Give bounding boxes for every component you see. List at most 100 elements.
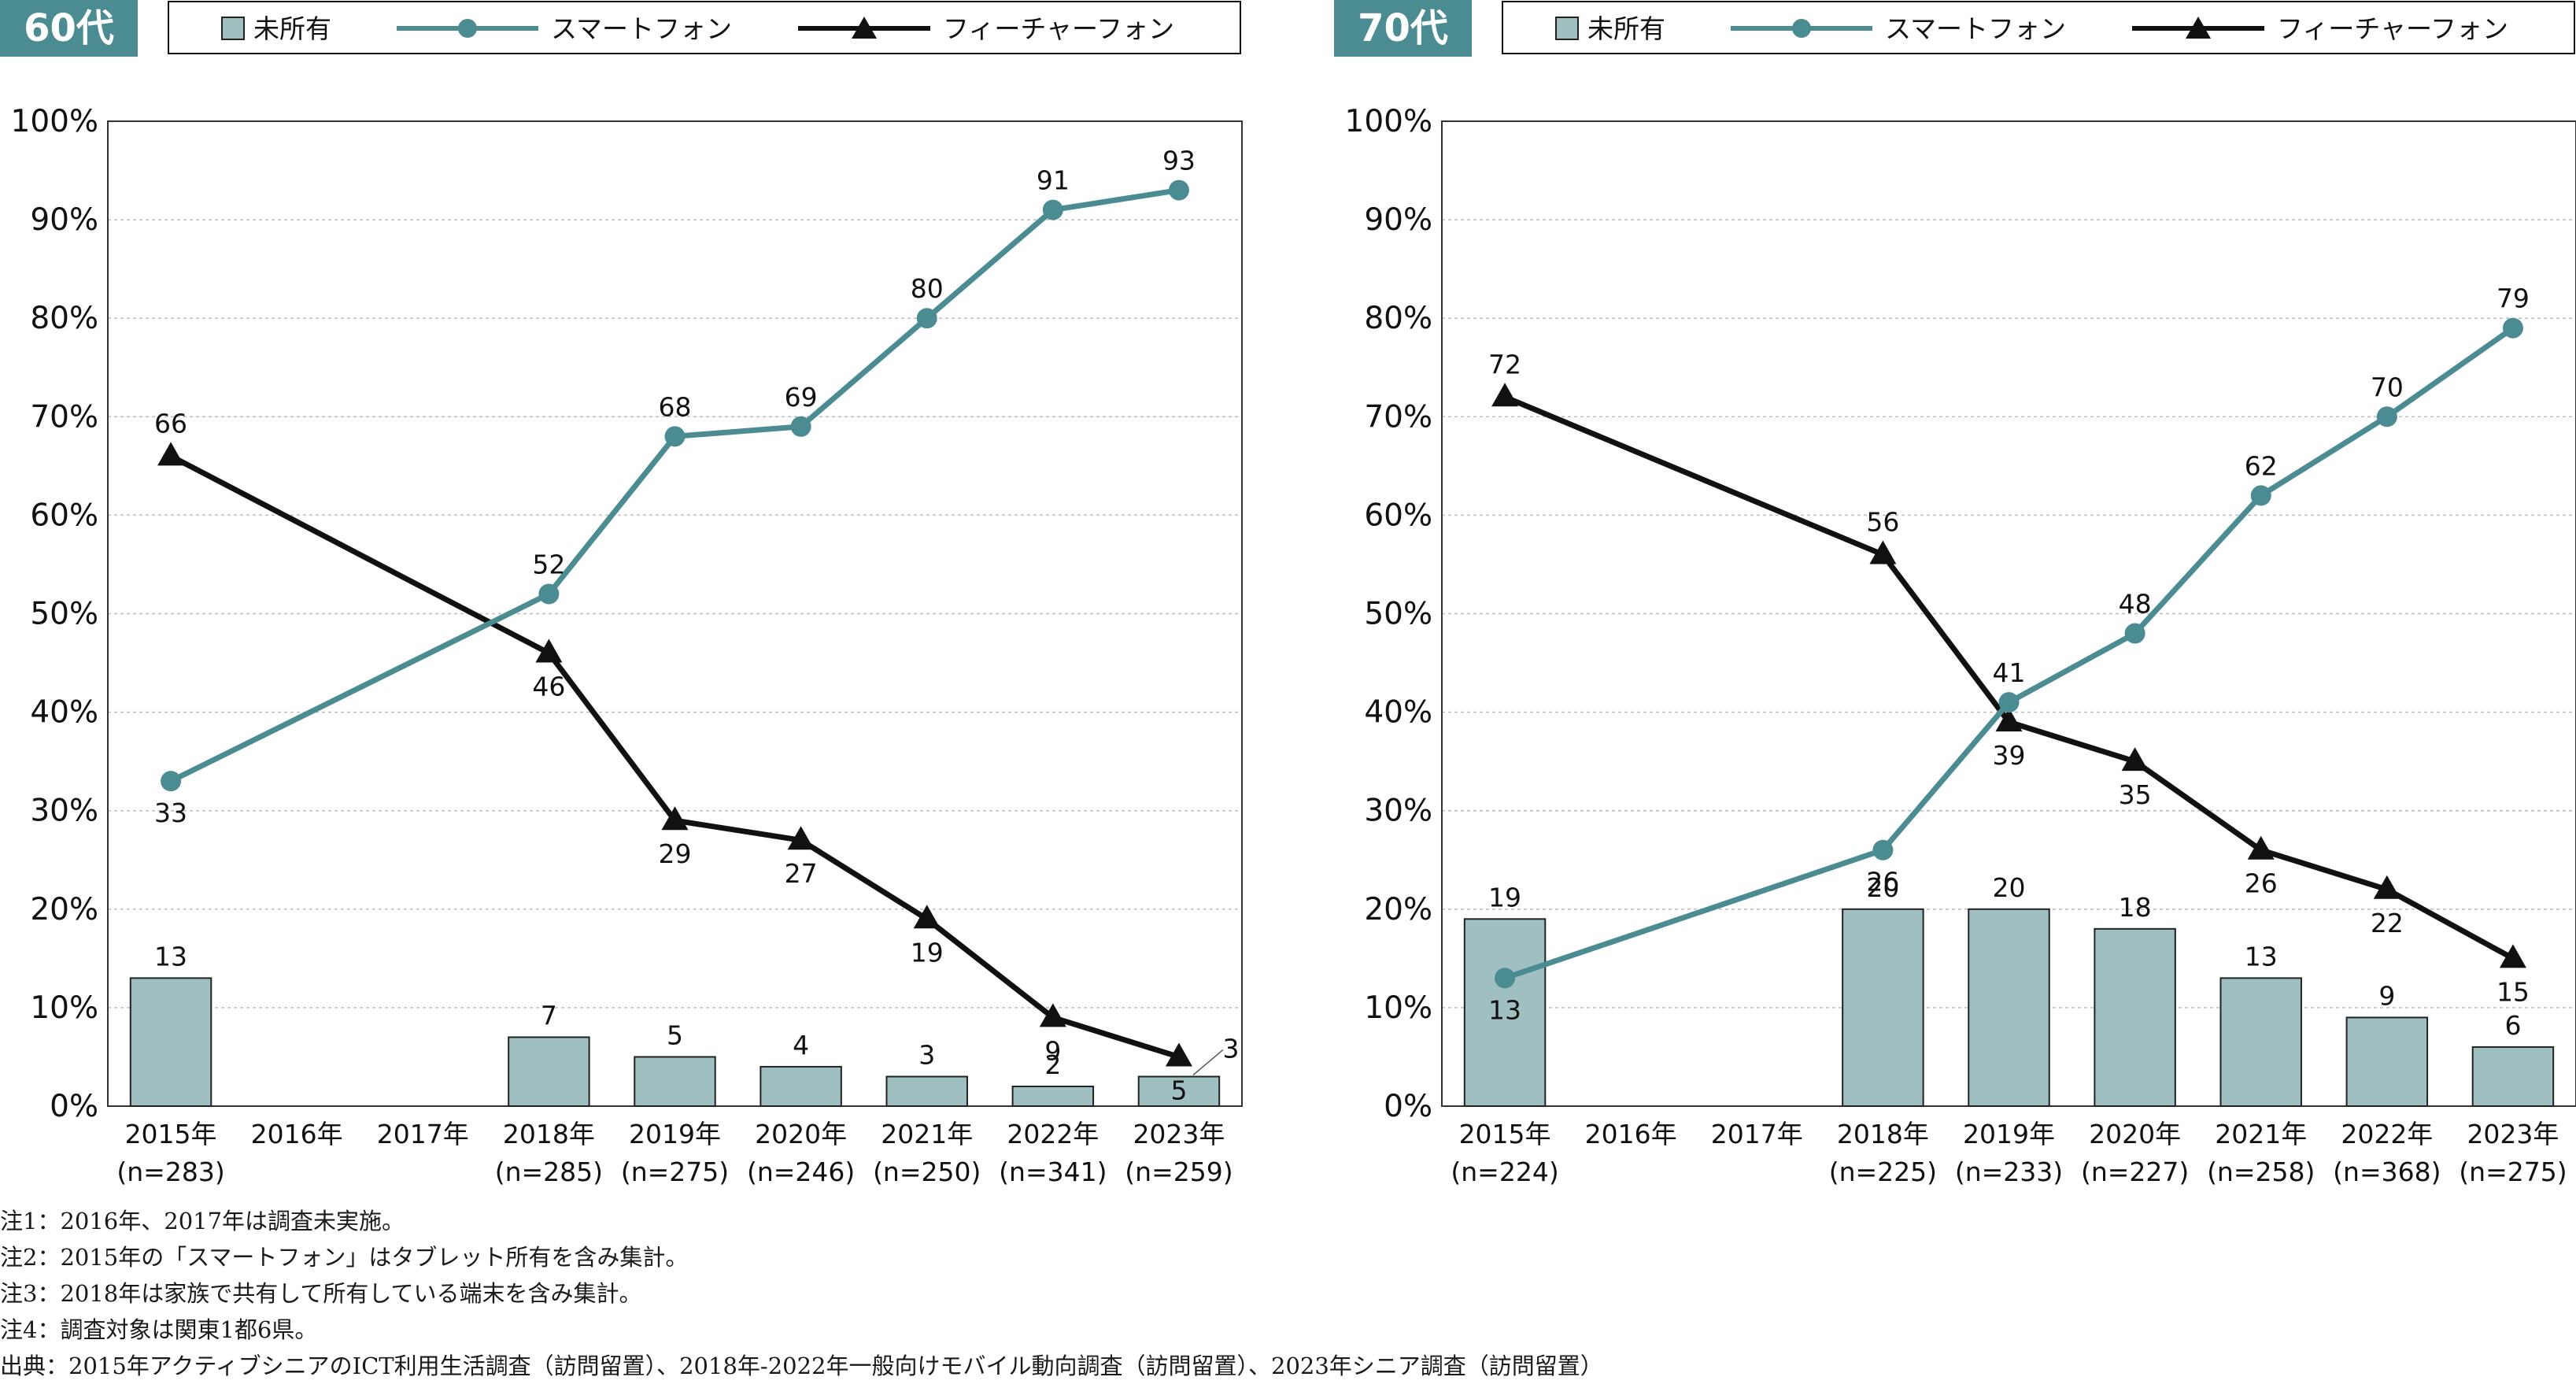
x-tick-label: 2017年 bbox=[1711, 1119, 1803, 1149]
source-note: 出典：2015年アクティブシニアのICT利用生活調査（訪問留置）、2018年-2… bbox=[0, 1353, 1603, 1379]
legend-marker-feature bbox=[2186, 17, 2211, 39]
legend-label-none: 未所有 bbox=[1587, 13, 1665, 44]
bar-not-owned bbox=[759, 1065, 842, 1107]
data-label-smartphone: 26 bbox=[1866, 867, 1899, 898]
x-tick-label: 2019年 bbox=[629, 1119, 721, 1149]
data-label-smartphone: 41 bbox=[1993, 657, 2026, 688]
data-label-feature-phone: 46 bbox=[532, 672, 565, 702]
y-tick-label: 0% bbox=[1384, 1089, 1432, 1124]
x-tick-label: 2015年 bbox=[125, 1119, 217, 1149]
x-tick-label: 2020年 bbox=[2089, 1119, 2181, 1149]
x-sample-size: (n=275) bbox=[621, 1157, 729, 1187]
bar-not-owned bbox=[129, 977, 213, 1107]
data-label-smartphone: 69 bbox=[785, 382, 818, 413]
legend-marker-smartphone bbox=[1792, 19, 1811, 38]
marker-feature-phone bbox=[2121, 747, 2149, 772]
x-tick-label: 2015年 bbox=[1459, 1119, 1551, 1149]
marker-smartphone bbox=[1168, 180, 1189, 201]
marker-smartphone bbox=[2124, 623, 2145, 644]
data-label-not-owned: 7 bbox=[541, 1000, 557, 1031]
bar-not-owned bbox=[2094, 927, 2176, 1107]
x-sample-size: (n=233) bbox=[1955, 1157, 2063, 1187]
marker-smartphone bbox=[1998, 692, 2020, 713]
marker-smartphone bbox=[790, 416, 811, 437]
x-tick-label: 2018年 bbox=[1837, 1119, 1929, 1149]
legend-swatch-none bbox=[1555, 17, 1579, 40]
y-tick-label: 60% bbox=[1364, 498, 1432, 533]
y-tick-label: 10% bbox=[30, 990, 98, 1026]
data-label-feature-phone: 72 bbox=[1488, 349, 1521, 379]
marker-smartphone bbox=[2376, 406, 2397, 427]
bar-not-owned bbox=[885, 1075, 968, 1107]
x-tick-label: 2017年 bbox=[377, 1119, 469, 1149]
data-label-not-owned: 4 bbox=[793, 1030, 809, 1060]
data-label-feature-phone: 22 bbox=[2371, 908, 2404, 938]
bar-not-owned bbox=[2471, 1046, 2555, 1107]
data-label-feature-phone: 15 bbox=[2497, 976, 2530, 1007]
data-label-not-owned: 6 bbox=[2504, 1010, 2521, 1041]
legend-marker-feature bbox=[852, 17, 877, 39]
bar-not-owned bbox=[1011, 1085, 1095, 1107]
bar-not-owned bbox=[634, 1056, 716, 1107]
y-tick-label: 100% bbox=[11, 104, 99, 139]
x-tick-label: 2016年 bbox=[251, 1119, 343, 1149]
footnotes: 注1：2016年、2017年は調査未実施。 注2：2015年の「スマートフォン」… bbox=[0, 1203, 2576, 1384]
panel-title: 60代 bbox=[24, 6, 114, 50]
x-sample-size: (n=250) bbox=[873, 1157, 981, 1187]
y-tick-label: 20% bbox=[1364, 892, 1432, 927]
marker-feature-phone bbox=[1039, 1003, 1066, 1027]
y-tick-label: 70% bbox=[1364, 399, 1432, 435]
bar-not-owned bbox=[1137, 1075, 1221, 1107]
x-tick-label: 2022年 bbox=[2341, 1119, 2433, 1149]
bar-not-owned bbox=[2345, 1016, 2429, 1108]
marker-smartphone bbox=[1872, 839, 1894, 860]
data-label-feature-phone: 39 bbox=[1993, 740, 2026, 771]
marker-feature-phone bbox=[661, 806, 689, 831]
data-label-smartphone: 79 bbox=[2497, 283, 2530, 314]
marker-feature-phone bbox=[1995, 708, 2023, 732]
data-label-feature-phone: 66 bbox=[154, 408, 187, 439]
x-sample-size: (n=246) bbox=[747, 1157, 855, 1187]
bar-not-owned bbox=[1463, 918, 1547, 1108]
marker-smartphone bbox=[538, 583, 560, 605]
x-tick-label: 2023年 bbox=[1133, 1119, 1225, 1149]
footnote-3: 注3：2018年は家族で共有して所有している端末を含み集計。 bbox=[0, 1280, 642, 1307]
x-sample-size: (n=368) bbox=[2333, 1157, 2441, 1187]
data-label-smartphone: 48 bbox=[2119, 589, 2152, 620]
bar-not-owned bbox=[1842, 908, 1924, 1108]
y-tick-label: 10% bbox=[1364, 990, 1432, 1026]
x-sample-size: (n=283) bbox=[116, 1157, 224, 1187]
x-sample-size: (n=285) bbox=[495, 1157, 603, 1187]
legend-label-none: 未所有 bbox=[253, 13, 331, 44]
bar-not-owned bbox=[2219, 977, 2302, 1107]
marker-smartphone bbox=[1042, 199, 1063, 220]
data-label-feature-phone: 29 bbox=[659, 838, 692, 869]
y-tick-label: 100% bbox=[1345, 104, 1433, 139]
y-tick-label: 20% bbox=[30, 892, 98, 927]
x-tick-label: 2023年 bbox=[2467, 1119, 2559, 1149]
legend-label-smartphone: スマートフォン bbox=[1885, 13, 2066, 44]
data-label-smartphone: 68 bbox=[659, 391, 692, 422]
x-tick-label: 2022年 bbox=[1007, 1119, 1099, 1149]
x-sample-size: (n=227) bbox=[2081, 1157, 2189, 1187]
footnote-1: 注1：2016年、2017年は調査未実施。 bbox=[0, 1208, 405, 1234]
data-label-smartphone: 52 bbox=[532, 549, 565, 579]
legend-label-smartphone: スマートフォン bbox=[551, 13, 732, 44]
y-tick-label: 80% bbox=[1364, 301, 1432, 336]
data-label-smartphone: 93 bbox=[1162, 146, 1196, 176]
y-tick-label: 60% bbox=[30, 498, 98, 533]
data-label-not-owned: 2 bbox=[1044, 1049, 1061, 1080]
chart-70s: 70代 未所有 スマートフォン フィーチャーフォン 0% 10% 20% 30% 40% 50% 6… bbox=[1334, 0, 2576, 1187]
data-label-feature-phone: 27 bbox=[785, 858, 818, 889]
x-tick-label: 2020年 bbox=[755, 1119, 847, 1149]
data-label-not-owned: 3 bbox=[918, 1039, 935, 1070]
bar-not-owned bbox=[1968, 908, 2050, 1108]
y-tick-label: 70% bbox=[30, 399, 98, 435]
x-tick-label: 2019年 bbox=[1963, 1119, 2055, 1149]
marker-smartphone bbox=[1495, 968, 1516, 989]
marker-feature-phone bbox=[157, 442, 185, 466]
marker-feature-phone bbox=[2499, 944, 2526, 968]
legend-label-feature: フィーチャーフォン bbox=[2277, 13, 2508, 44]
x-tick-label: 2021年 bbox=[2215, 1119, 2307, 1149]
legend-label-feature: フィーチャーフォン bbox=[943, 13, 1174, 44]
